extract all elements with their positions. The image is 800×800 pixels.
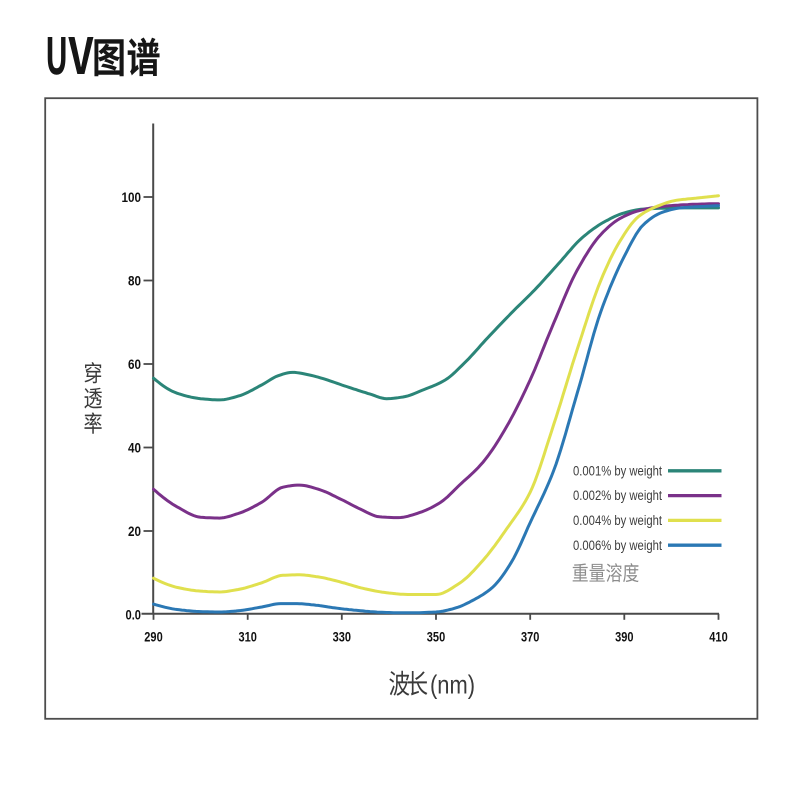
svg-text:60: 60 [128, 357, 141, 372]
svg-text:80: 80 [128, 273, 141, 288]
svg-text:0.006% by weight: 0.006% by weight [573, 538, 662, 553]
svg-text:0.004% by weight: 0.004% by weight [573, 513, 662, 528]
svg-text:310: 310 [239, 629, 258, 645]
svg-text:410: 410 [709, 629, 728, 645]
svg-text:0.001% by weight: 0.001% by weight [573, 463, 662, 478]
svg-text:390: 390 [615, 629, 634, 645]
svg-text:40: 40 [128, 440, 141, 455]
svg-text:290: 290 [144, 629, 163, 645]
svg-text:(nm): (nm) [430, 670, 475, 700]
svg-text:20: 20 [128, 524, 141, 539]
svg-text:350: 350 [427, 629, 446, 645]
svg-text:0.002% by weight: 0.002% by weight [573, 488, 662, 503]
svg-text:330: 330 [333, 629, 352, 645]
svg-text:0.0: 0.0 [126, 607, 142, 622]
svg-text:100: 100 [122, 190, 142, 205]
svg-text:370: 370 [521, 629, 540, 645]
